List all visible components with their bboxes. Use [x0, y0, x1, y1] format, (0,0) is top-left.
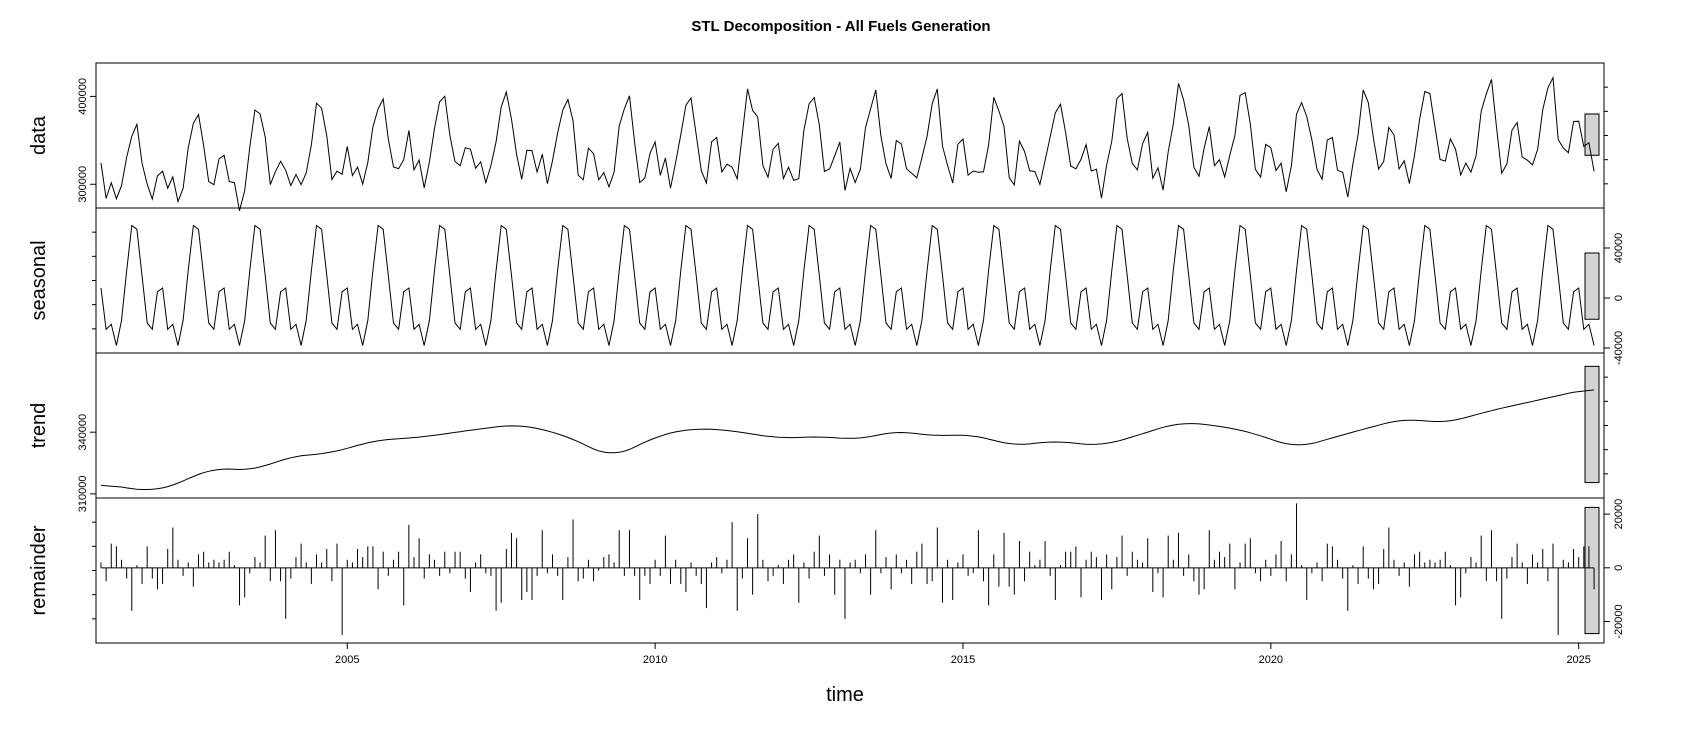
y-tick-label-seasonal: 0	[1613, 295, 1625, 301]
chart-title: STL Decomposition - All Fuels Generation	[691, 18, 990, 35]
y-tick-label-remainder: 0	[1613, 565, 1625, 571]
data-line	[100, 75, 1595, 211]
panel-label-data: data	[28, 115, 50, 155]
scale-bar-trend	[1584, 365, 1600, 484]
panel-seasonal: -40000 0 40000 seasonal	[28, 207, 1625, 365]
seasonal-line	[100, 224, 1595, 346]
y-tick-label-trend: 340000	[77, 414, 89, 451]
y-tick-label-data: 400000	[77, 78, 89, 115]
panel-frame-seasonal	[95, 207, 1605, 354]
panel-trend: 310000 340000 trend	[28, 352, 1608, 513]
y-tick-label-seasonal: 40000	[1613, 233, 1625, 264]
x-tick-label: 2020	[1259, 654, 1283, 666]
panels-group: 300000 400000 data -40000 0 40000 seasonal 3100…	[28, 62, 1625, 644]
scale-bar-data	[1584, 113, 1600, 156]
y-tick-label-seasonal: -40000	[1613, 331, 1625, 365]
panel-data: 300000 400000 data	[28, 62, 1608, 211]
scale-bar-seasonal	[1584, 252, 1600, 320]
x-tick-label: 2015	[951, 654, 975, 666]
y-tick-label-data: 300000	[77, 166, 89, 203]
x-tick-label: 2025	[1566, 654, 1590, 666]
scale-bar-remainder	[1584, 506, 1600, 635]
trend-line	[100, 389, 1595, 490]
panel-frame-remainder	[95, 497, 1605, 644]
x-axis-label: time	[826, 684, 864, 706]
panel-label-seasonal: seasonal	[28, 240, 50, 320]
y-tick-label-trend: 310000	[77, 476, 89, 513]
x-axis: 2005 2010 2015 2020 2025	[335, 643, 1591, 666]
x-tick-label: 2010	[643, 654, 667, 666]
y-tick-label-remainder: 20000	[1613, 499, 1625, 530]
panel-remainder: -20000 0 20000 remainder	[28, 497, 1625, 644]
panel-label-remainder: remainder	[28, 525, 50, 615]
panel-frame-data	[95, 62, 1605, 209]
y-tick-label-remainder: -20000	[1613, 604, 1625, 638]
x-tick-label: 2005	[335, 654, 359, 666]
panel-label-trend: trend	[28, 403, 50, 449]
